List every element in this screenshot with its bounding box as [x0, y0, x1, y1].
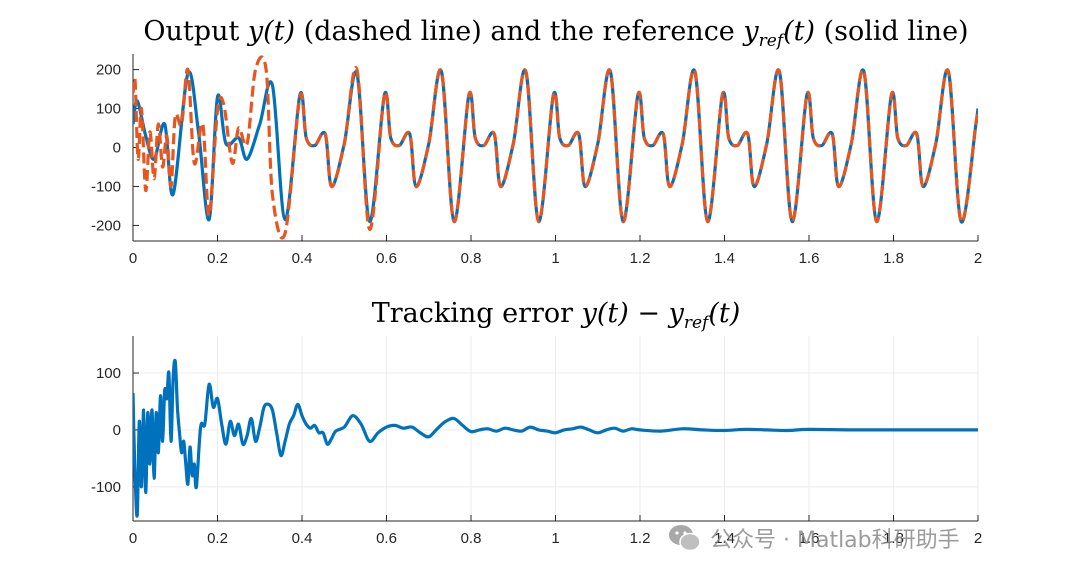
x-tick-label: 0.2 — [207, 250, 228, 267]
y-tick-label: 200 — [96, 62, 121, 79]
x-tick-label: 0.4 — [292, 530, 313, 547]
x-tick-label: 2 — [974, 250, 982, 267]
output-dashed-line — [133, 55, 978, 240]
y-tick-label: 100 — [96, 365, 121, 382]
x-tick-label: 1.8 — [883, 530, 904, 547]
top-chart-series — [133, 55, 978, 240]
bottom-chart-series — [133, 358, 978, 518]
x-tick-label: 1.8 — [883, 250, 904, 267]
x-tick-label: 1.2 — [630, 530, 651, 547]
x-tick-label: 0.8 — [461, 530, 482, 547]
x-tick-label: 1 — [551, 250, 559, 267]
wechat-icon — [669, 525, 701, 552]
x-tick-label: 1 — [551, 530, 559, 547]
error-line — [133, 358, 978, 518]
x-tick-label: 0.2 — [207, 530, 228, 547]
y-tick-label: 100 — [96, 101, 121, 118]
x-tick-label: 1.6 — [799, 530, 820, 547]
x-tick-label: 1.2 — [630, 250, 651, 267]
x-tick-label: 1.6 — [799, 250, 820, 267]
x-tick-label: 0.6 — [376, 250, 397, 267]
top-chart-axes: 0 0.2 0.4 0.6 0.8 1 1.2 1.4 1.6 1.8 2 200 100 0 -100 -2… — [91, 54, 982, 267]
y-tick-label: -100 — [91, 479, 121, 496]
x-tick-label: 0.4 — [292, 250, 313, 267]
top-chart-title: Output y(t) (dashed line) and the refere… — [143, 16, 968, 51]
bottom-chart-title: Tracking error y(t) − yref(t) — [372, 298, 741, 333]
x-tick-label: 2 — [974, 530, 982, 547]
x-tick-label: 0.8 — [461, 250, 482, 267]
watermark-text: 公众号 · Matlab科研助手 — [710, 528, 960, 553]
y-tick-label: 0 — [113, 422, 121, 439]
bottom-chart-axes: 0 0.2 0.4 0.6 0.8 1 1.2 1.4 1.6 1.8 2 100 0 -100 — [91, 336, 982, 547]
x-tick-label: 1.4 — [714, 250, 735, 267]
watermark: 公众号 · Matlab科研助手 — [668, 521, 960, 555]
x-tick-label: 0 — [129, 530, 137, 547]
x-tick-label: 0.6 — [376, 530, 397, 547]
y-tick-label: -200 — [91, 217, 121, 234]
x-tick-label: 0 — [129, 250, 137, 267]
y-tick-label: 0 — [113, 140, 121, 157]
y-tick-label: -100 — [91, 178, 121, 195]
x-tick-label: 1.4 — [714, 530, 735, 547]
